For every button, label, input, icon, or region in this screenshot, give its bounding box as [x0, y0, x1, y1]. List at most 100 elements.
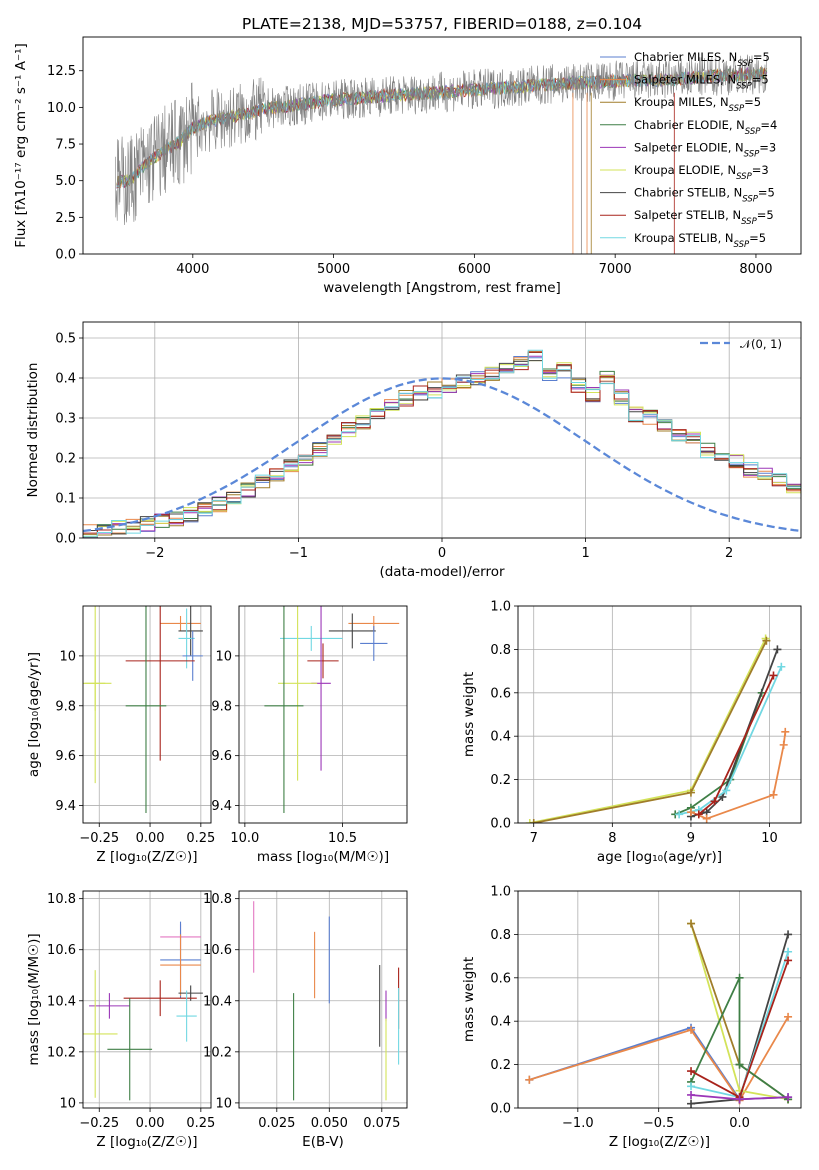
y-tick-label: 0.6	[490, 971, 511, 986]
mass-weight-marker	[784, 1093, 793, 1102]
x-tick-label: 0.25	[186, 831, 215, 846]
x-tick-label: −1.0	[562, 1116, 594, 1131]
y-tick-label: 0.4	[490, 730, 511, 745]
x-tick-label: 7000	[599, 262, 632, 277]
mass-weight-marker	[784, 956, 793, 965]
mass-weight-marker	[779, 740, 788, 749]
errorbars	[253, 901, 400, 1101]
mass-weight-marker	[722, 786, 731, 795]
y-tick-label: 0.0	[490, 1102, 511, 1117]
y-axis-label: Flux [fλ10⁻¹⁷ erg cm⁻² s⁻¹ A⁻¹]	[13, 43, 29, 248]
panel-mass-vs-Z: −0.25 0.00 0.25 10 10.2 10.4 10.6 10.8 Z [log₁₀(…	[26, 890, 215, 1150]
x-tick-label: 10	[761, 831, 778, 846]
x-axis-label: mass [log₁₀(M/M☉)]	[257, 849, 389, 865]
y-tick-label: 9.4	[211, 799, 232, 814]
errorbar-point	[83, 655, 112, 711]
x-tick-label: −0.25	[79, 1116, 119, 1131]
x-tick-label: 0.075	[363, 1116, 400, 1131]
y-tick-label: 0.8	[490, 928, 511, 943]
errorbars	[83, 921, 203, 1101]
axes-frame	[82, 321, 802, 539]
mass-weight-marker	[773, 645, 782, 654]
errorbar-point	[307, 643, 339, 679]
panel-spectrum: 4000 5000 6000 7000 8000 0.0 2.5 5.0 7.5 10.0 12.5…	[13, 15, 802, 296]
panel-massweight-vs-Z: −1.0 −0.5 0.0 0.0 0.2 0.4 0.6 0.8 1.0 Z [log₁₀(Z/…	[461, 885, 802, 1150]
spectrum-lines	[115, 54, 768, 254]
axes-frame	[82, 36, 802, 255]
mass-weight-marker	[687, 1090, 696, 1099]
y-tick-label: 9.4	[55, 799, 76, 814]
y-tick-label: 0.4	[490, 1015, 511, 1030]
y-tick-label: 10	[215, 649, 232, 664]
errorbar-point	[89, 993, 130, 1019]
mass-weight-marker	[735, 1095, 744, 1104]
errorbar-point	[107, 998, 153, 1101]
y-tick-label: 2.5	[55, 211, 76, 226]
axes-frame	[82, 890, 212, 1109]
mass-weight-marker	[710, 797, 719, 806]
y-tick-label: 9.8	[55, 699, 76, 714]
x-tick-label: 8000	[739, 262, 772, 277]
mass-weight-series	[690, 649, 779, 818]
axes-frame	[238, 890, 408, 1109]
mass-weight-lines	[525, 634, 790, 823]
axes-frame	[82, 605, 212, 824]
y-tick-label: 0.2	[490, 773, 511, 788]
x-axis-label: E(B-V)	[302, 1134, 344, 1150]
y-tick-label: 0.2	[55, 452, 76, 467]
mass-weight-series	[529, 638, 767, 823]
legend: 𝒩(0, 1)	[700, 337, 782, 351]
mass-weight-series	[690, 977, 789, 1101]
mass-weight-marker	[525, 819, 534, 823]
y-tick-label: 0.4	[55, 372, 76, 387]
mass-weight-marker	[784, 1012, 793, 1021]
y-tick-label: 0.0	[55, 532, 76, 547]
y-tick-label: 1.0	[490, 885, 511, 900]
y-tick-label: 10	[59, 1096, 76, 1111]
errorbar-point	[125, 606, 167, 814]
errorbar-point	[83, 970, 118, 1098]
errorbar-point	[176, 990, 197, 1042]
x-tick-label: 0.050	[311, 1116, 348, 1131]
mass-weight-lines	[525, 919, 793, 1108]
x-tick-label: 1	[581, 546, 589, 561]
mass-weight-marker	[694, 810, 703, 819]
mass-weight-marker	[735, 1060, 744, 1069]
panel-age-vs-mass: 10.0 10.5 9.4 9.6 9.8 10 mass [log₁₀(M/M☉)]	[211, 605, 408, 865]
y-axis-label: mass weight	[461, 957, 477, 1042]
y-tick-label: 10.6	[47, 943, 76, 958]
legend-entry: Salpeter ELODIE, NSSP=3	[634, 140, 776, 159]
x-tick-label: 10.5	[328, 831, 357, 846]
panel-residuals: −2 −1 0 1 2 0.0 0.1 0.2 0.3 0.4 0.5 (data-model)/er…	[25, 321, 802, 580]
x-tick-label: 5000	[317, 262, 350, 277]
mass-weight-marker	[735, 973, 744, 982]
y-tick-label: 10.8	[47, 892, 76, 907]
y-axis-label: age [log₁₀(age/yr)]	[26, 652, 42, 777]
x-tick-label: 0.25	[186, 1116, 215, 1131]
mass-weight-marker	[777, 662, 786, 671]
y-tick-label: 0.1	[55, 492, 76, 507]
y-tick-label: 10.2	[47, 1045, 76, 1060]
errorbar-point	[328, 613, 376, 649]
residual-histogram-step	[83, 349, 801, 537]
mass-weight-marker	[687, 919, 696, 928]
mass-weight-marker	[762, 636, 771, 645]
errorbar-point	[278, 606, 318, 781]
histograms	[83, 349, 801, 538]
y-tick-label: 0.5	[55, 332, 76, 347]
x-tick-label: 0.00	[136, 1116, 165, 1131]
errorbar-point	[182, 630, 203, 681]
y-tick-label: 0.8	[490, 643, 511, 658]
errorbar-point	[160, 615, 201, 631]
x-axis-label: age [log₁₀(age/yr)]	[597, 849, 722, 865]
legend-entry: Salpeter MILES, NSSP=5	[634, 73, 769, 92]
y-tick-label: 10.4	[47, 994, 76, 1009]
y-tick-label: 10.6	[203, 943, 232, 958]
gaussian-curve	[83, 377, 801, 533]
legend-entry: Kroupa MILES, NSSP=5	[634, 95, 761, 114]
residual-histogram-step	[83, 350, 801, 534]
x-tick-label: 0.00	[136, 831, 165, 846]
y-tick-label: 5.0	[55, 174, 76, 189]
y-tick-label: 0.0	[490, 817, 511, 832]
x-tick-label: 0.025	[258, 1116, 295, 1131]
